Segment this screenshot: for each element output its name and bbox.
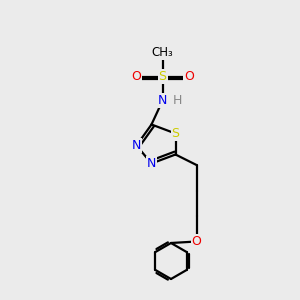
Text: S: S [159, 70, 167, 83]
Text: N: N [132, 139, 141, 152]
Text: O: O [184, 70, 194, 83]
Text: H: H [172, 94, 182, 107]
Text: N: N [158, 94, 167, 107]
Text: CH₃: CH₃ [152, 46, 173, 59]
Text: O: O [192, 235, 201, 248]
Text: S: S [172, 127, 179, 140]
Text: N: N [147, 157, 156, 170]
Text: O: O [132, 70, 141, 83]
